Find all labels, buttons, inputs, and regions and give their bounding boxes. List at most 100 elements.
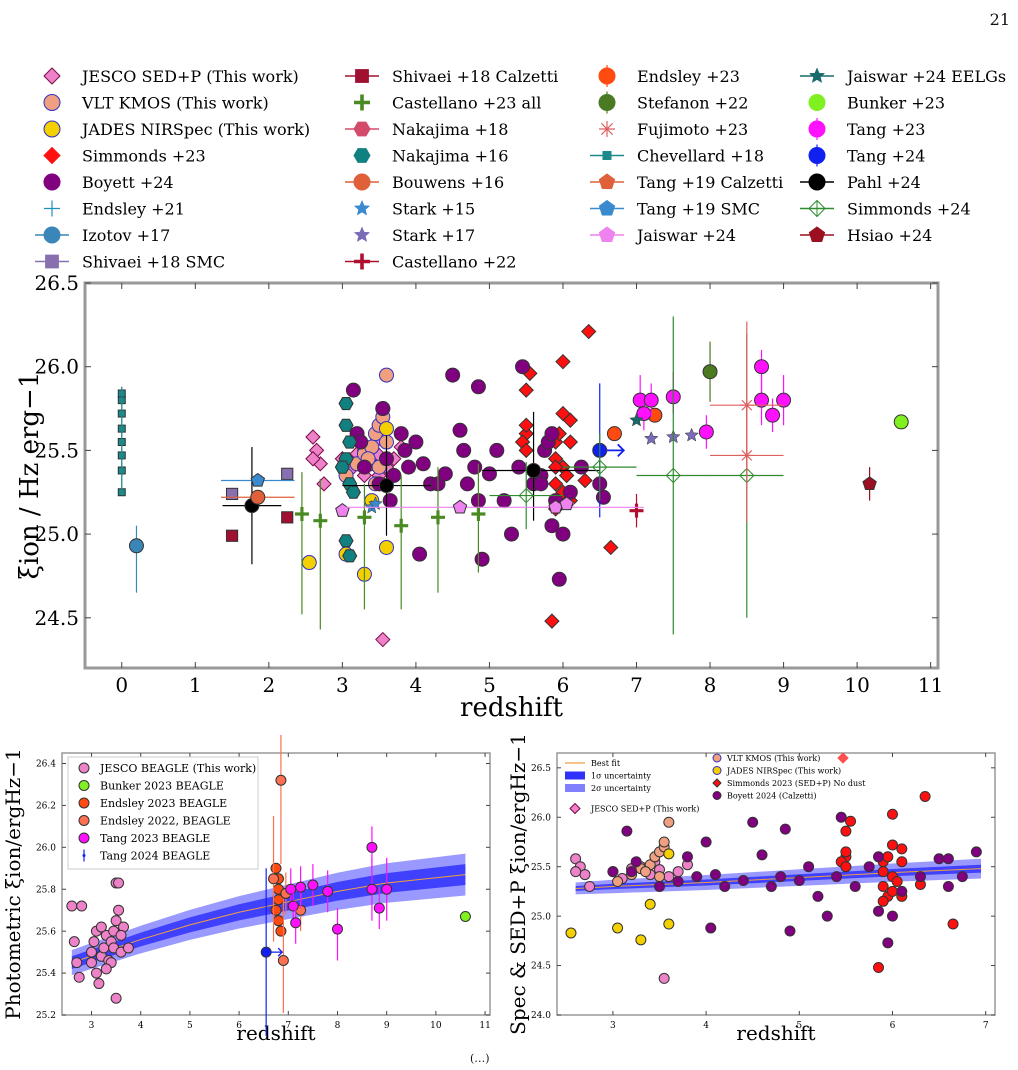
data-point <box>301 555 317 571</box>
legend-marker <box>808 173 826 191</box>
data-point <box>345 382 361 398</box>
photometric-chart: 3 4 5 6 7 8 9 10 11 25.2 25.4 25.6 25.8 26.0 26.2 26.4 r… <box>1 735 491 1045</box>
data-point <box>511 459 527 475</box>
data-point <box>322 885 334 897</box>
data-point <box>877 866 889 878</box>
legend-label: JESCO SED+P (This work) <box>590 805 699 814</box>
x-tick-label: 0 <box>115 673 128 697</box>
x-tick-label: 1 <box>189 673 202 697</box>
data-point <box>408 434 424 450</box>
x-tick-label: 11 <box>918 673 943 697</box>
legend-marker <box>78 832 90 844</box>
data-point <box>331 923 343 935</box>
data-point <box>840 825 852 837</box>
legend-label: Izotov +17 <box>82 226 170 245</box>
data-point <box>401 459 417 475</box>
data-point <box>821 910 833 922</box>
series-bunker <box>459 910 471 922</box>
data-point <box>621 825 633 837</box>
y-tick-label: 26.2 <box>36 802 56 812</box>
x-axis-label: redshift <box>460 693 563 723</box>
data-point <box>110 992 122 1004</box>
data-point <box>896 856 908 868</box>
data-point <box>338 396 354 411</box>
y-axis-label: Spec & SED+P ξion/ergHz−1 <box>506 735 530 1035</box>
data-point <box>375 401 391 417</box>
legend-item: Simmonds +23 <box>43 147 206 166</box>
data-point <box>76 900 88 912</box>
x-tick-label: 6 <box>890 1021 896 1031</box>
data-point <box>754 359 770 375</box>
x-tick-label: 7 <box>285 1021 291 1031</box>
data-point <box>307 879 319 891</box>
x-tick-label: 4 <box>138 1021 144 1031</box>
legend-label: Endsley 2022, BEAGLE <box>100 815 231 828</box>
data-point <box>635 934 647 946</box>
data-point <box>551 571 567 587</box>
legend-item: Endsley +21 <box>44 200 185 219</box>
legend-marker <box>354 94 371 111</box>
legend-marker <box>43 67 61 85</box>
legend-marker <box>598 226 616 242</box>
y-tick-label: 25.5 <box>34 438 79 462</box>
plot-frame <box>61 752 491 1016</box>
data-point <box>893 414 909 430</box>
legend-marker <box>598 94 616 111</box>
legend-label: Best fit <box>591 759 621 768</box>
series-tang23 <box>285 826 393 961</box>
data-point <box>840 846 852 858</box>
legend-item: JADES NIRSpec (This work) <box>43 120 310 139</box>
data-point <box>663 918 675 930</box>
data-point <box>526 462 542 478</box>
data-point <box>474 551 490 567</box>
legend-item: Chevellard +18 <box>590 147 764 166</box>
legend-label: Pahl +24 <box>847 173 921 192</box>
data-point <box>840 861 852 873</box>
data-point <box>412 546 428 562</box>
data-point <box>378 539 394 555</box>
y-axis-label: Photometric ξion/ergHz−1 <box>1 748 25 1020</box>
data-point <box>415 456 431 472</box>
legend-item: Stefanon +22 <box>598 91 748 114</box>
data-point <box>562 484 578 500</box>
series-stark17 <box>643 427 699 445</box>
legend-marker <box>712 778 722 788</box>
data-point <box>555 526 571 542</box>
legend-marker <box>43 226 61 244</box>
y-tick-label: 25.0 <box>531 912 551 922</box>
data-point <box>378 367 394 383</box>
legend-marker <box>45 254 59 269</box>
y-tick-label: 25.2 <box>36 1011 56 1021</box>
x-tick-label: 10 <box>430 1021 442 1031</box>
x-axis-label: redshift <box>736 1021 815 1045</box>
data-point <box>93 978 105 990</box>
data-point <box>873 962 885 974</box>
legend-item: Fujimoto +23 <box>599 120 748 139</box>
data-point <box>562 412 579 428</box>
legend-marker <box>565 771 585 780</box>
legend-label: Castellano +23 all <box>392 94 541 113</box>
legend-marker <box>353 121 371 137</box>
data-point <box>518 417 534 433</box>
x-tick-label: 8 <box>335 1021 341 1031</box>
x-tick-label: 5 <box>796 1021 802 1031</box>
data-point <box>775 871 787 883</box>
y-tick-label: 25.5 <box>531 863 551 873</box>
data-point <box>737 875 749 887</box>
x-tick-label: 3 <box>89 1021 95 1031</box>
data-point <box>270 904 282 916</box>
y-tick-label: 26.0 <box>36 843 56 853</box>
data-point <box>481 466 497 482</box>
data-point <box>681 851 693 863</box>
data-point <box>115 929 127 941</box>
series-stefanon <box>702 341 718 402</box>
data-point <box>287 900 299 912</box>
data-point <box>665 467 681 484</box>
data-point <box>270 862 282 874</box>
legend-label: 2σ uncertainty <box>591 784 651 793</box>
data-point <box>547 476 564 492</box>
legend-label: JADES NIRSpec (This work) <box>80 120 310 139</box>
legend-marker <box>354 253 371 270</box>
data-point <box>562 434 579 450</box>
legend-label: Nakajima +18 <box>392 120 508 139</box>
